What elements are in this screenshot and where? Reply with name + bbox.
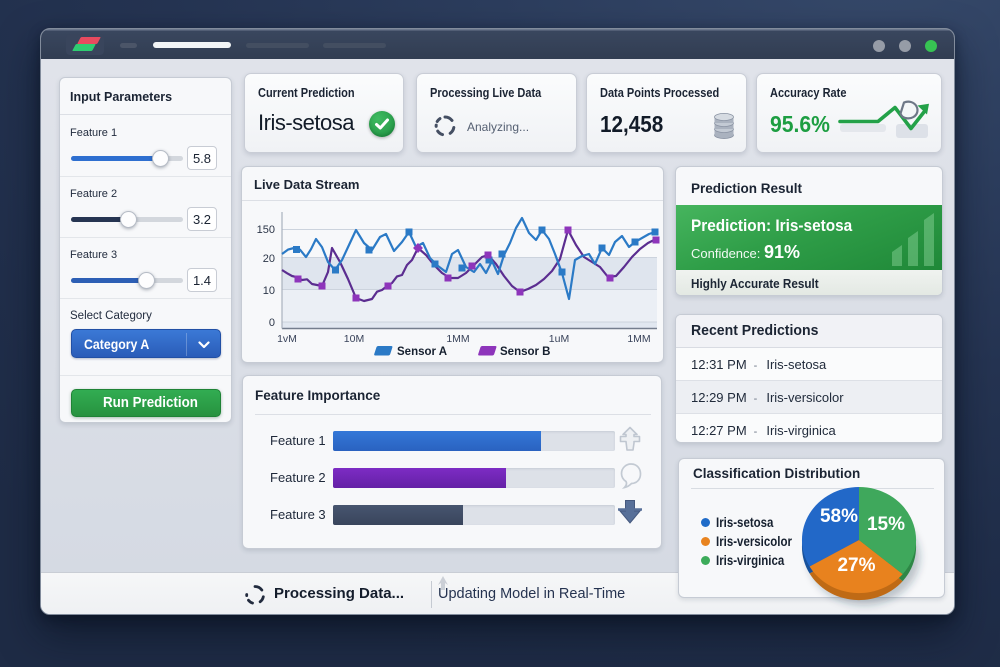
svg-text:1MM: 1MM — [446, 333, 469, 345]
svg-text:150: 150 — [257, 224, 275, 236]
svg-text:27%: 27% — [837, 555, 875, 576]
svg-text:58%: 58% — [820, 506, 858, 527]
svg-text:0: 0 — [269, 317, 275, 329]
svg-text:Sensor A: Sensor A — [397, 346, 447, 358]
svg-text:15%: 15% — [867, 514, 905, 535]
svg-text:10: 10 — [263, 285, 275, 297]
svg-text:1vM: 1vM — [277, 333, 297, 345]
svg-text:10M: 10M — [344, 333, 364, 345]
svg-text:Sensor B: Sensor B — [500, 346, 551, 358]
svg-text:20: 20 — [263, 253, 275, 265]
svg-text:1MM: 1MM — [627, 333, 650, 345]
svg-text:1uM: 1uM — [549, 333, 569, 345]
